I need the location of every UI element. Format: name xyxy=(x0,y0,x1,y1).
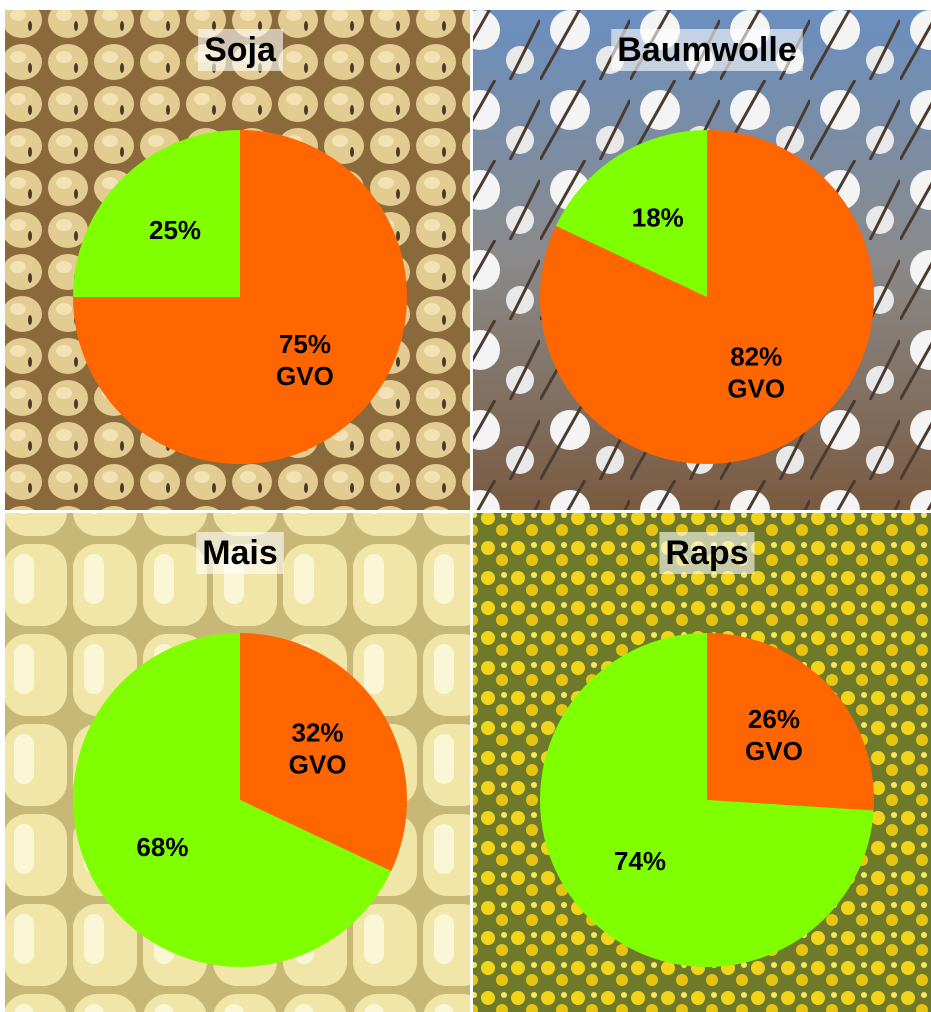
chart-title: Mais xyxy=(202,534,278,572)
pie-chart: 32%GVO 68% Mais xyxy=(73,531,407,967)
slice-category-label: GVO xyxy=(745,736,803,766)
chart-title: Raps xyxy=(665,534,748,572)
pie-slice xyxy=(73,130,240,297)
pie-slice xyxy=(240,633,407,872)
slice-value-label: 68% xyxy=(136,832,188,862)
slice-value-label: 26% xyxy=(748,704,800,734)
pie-chart: 75%GVO 25% Soja xyxy=(73,28,407,464)
slice-value-label: 32% xyxy=(292,718,344,748)
pie-slice xyxy=(555,130,707,297)
title-box xyxy=(198,28,283,71)
slice-value-label: 82% xyxy=(730,341,782,371)
slice-value-label: 74% xyxy=(614,846,666,876)
pie-chart: 82%GVO 18% Baumwolle xyxy=(539,28,874,464)
slice-value-label: 25% xyxy=(149,215,201,245)
slice-value-label: 75% xyxy=(279,329,331,359)
slice-category-label: GVO xyxy=(276,361,334,391)
pie-slice xyxy=(707,633,875,811)
slice-category-label: GVO xyxy=(727,373,785,403)
pie-slice xyxy=(540,633,874,967)
pie-slice xyxy=(73,633,392,967)
chart-title: Soja xyxy=(204,31,277,69)
title-box xyxy=(196,531,284,574)
chart-title: Baumwolle xyxy=(617,31,796,69)
title-box xyxy=(611,28,803,71)
pie-chart: 26%GVO 74% Raps xyxy=(540,531,875,967)
title-box xyxy=(659,531,755,574)
slice-value-label: 18% xyxy=(632,202,684,232)
slice-category-label: GVO xyxy=(289,750,347,780)
